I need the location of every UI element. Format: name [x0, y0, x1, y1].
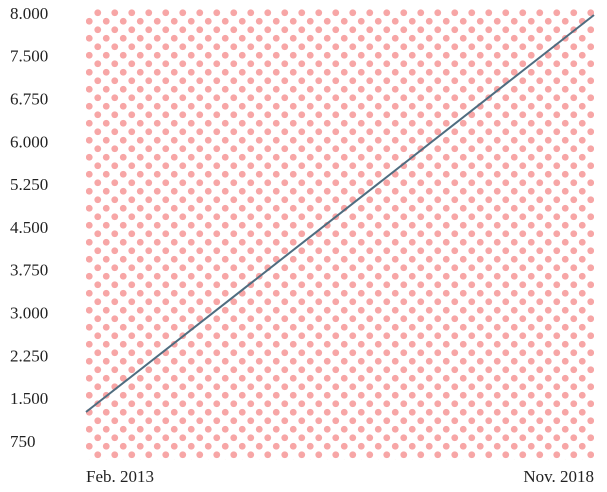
series-group: [85, 14, 595, 413]
y-tick-label: 3.000: [10, 304, 48, 323]
y-tick-label: 2.250: [10, 346, 48, 365]
y-tick-label: 750: [10, 432, 36, 451]
x-tick-label: Feb. 2013: [86, 467, 154, 486]
x-axis-ticks: Feb. 2013 Nov. 2018: [86, 467, 594, 486]
plot-background: [86, 8, 594, 460]
y-tick-label: 7.500: [10, 47, 48, 66]
y-axis-ticks: 8.000 7.500 6.750 6.000 5.250 4.500 3.750 3.000…: [10, 4, 48, 451]
y-tick-label: 1.500: [10, 389, 48, 408]
y-tick-label: 6.000: [10, 132, 48, 151]
y-tick-label: 5.250: [10, 175, 48, 194]
x-tick-label: Nov. 2018: [523, 467, 594, 486]
y-tick-label: 4.500: [10, 218, 48, 237]
y-tick-label: 3.750: [10, 261, 48, 280]
y-tick-label: 6.750: [10, 90, 48, 109]
y-tick-label: 8.000: [10, 4, 48, 23]
series-line: [85, 14, 595, 413]
